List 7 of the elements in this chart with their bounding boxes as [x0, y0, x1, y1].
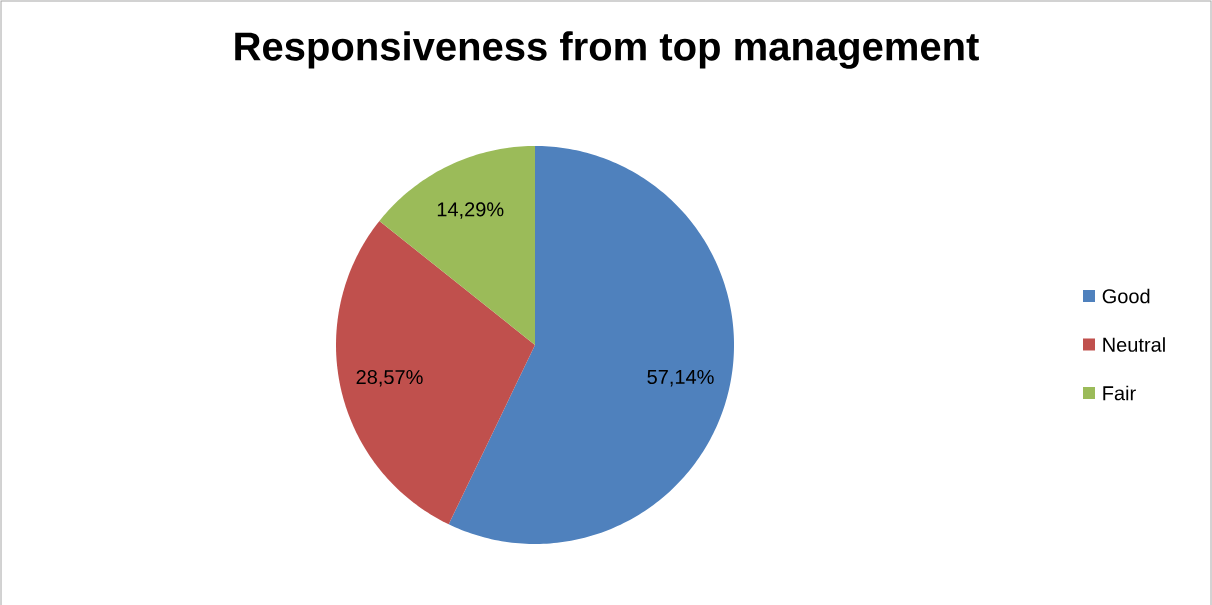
data-label: 57,14%	[647, 369, 714, 387]
legend-label: Neutral	[1103, 337, 1165, 352]
chart-title: Responsiveness from top management	[235, 31, 979, 69]
data-label: 28,57%	[356, 369, 423, 387]
data-label: 14,29%	[437, 202, 504, 219]
legend-label: Good	[1102, 288, 1150, 304]
legend-label: Fair	[1103, 385, 1136, 401]
